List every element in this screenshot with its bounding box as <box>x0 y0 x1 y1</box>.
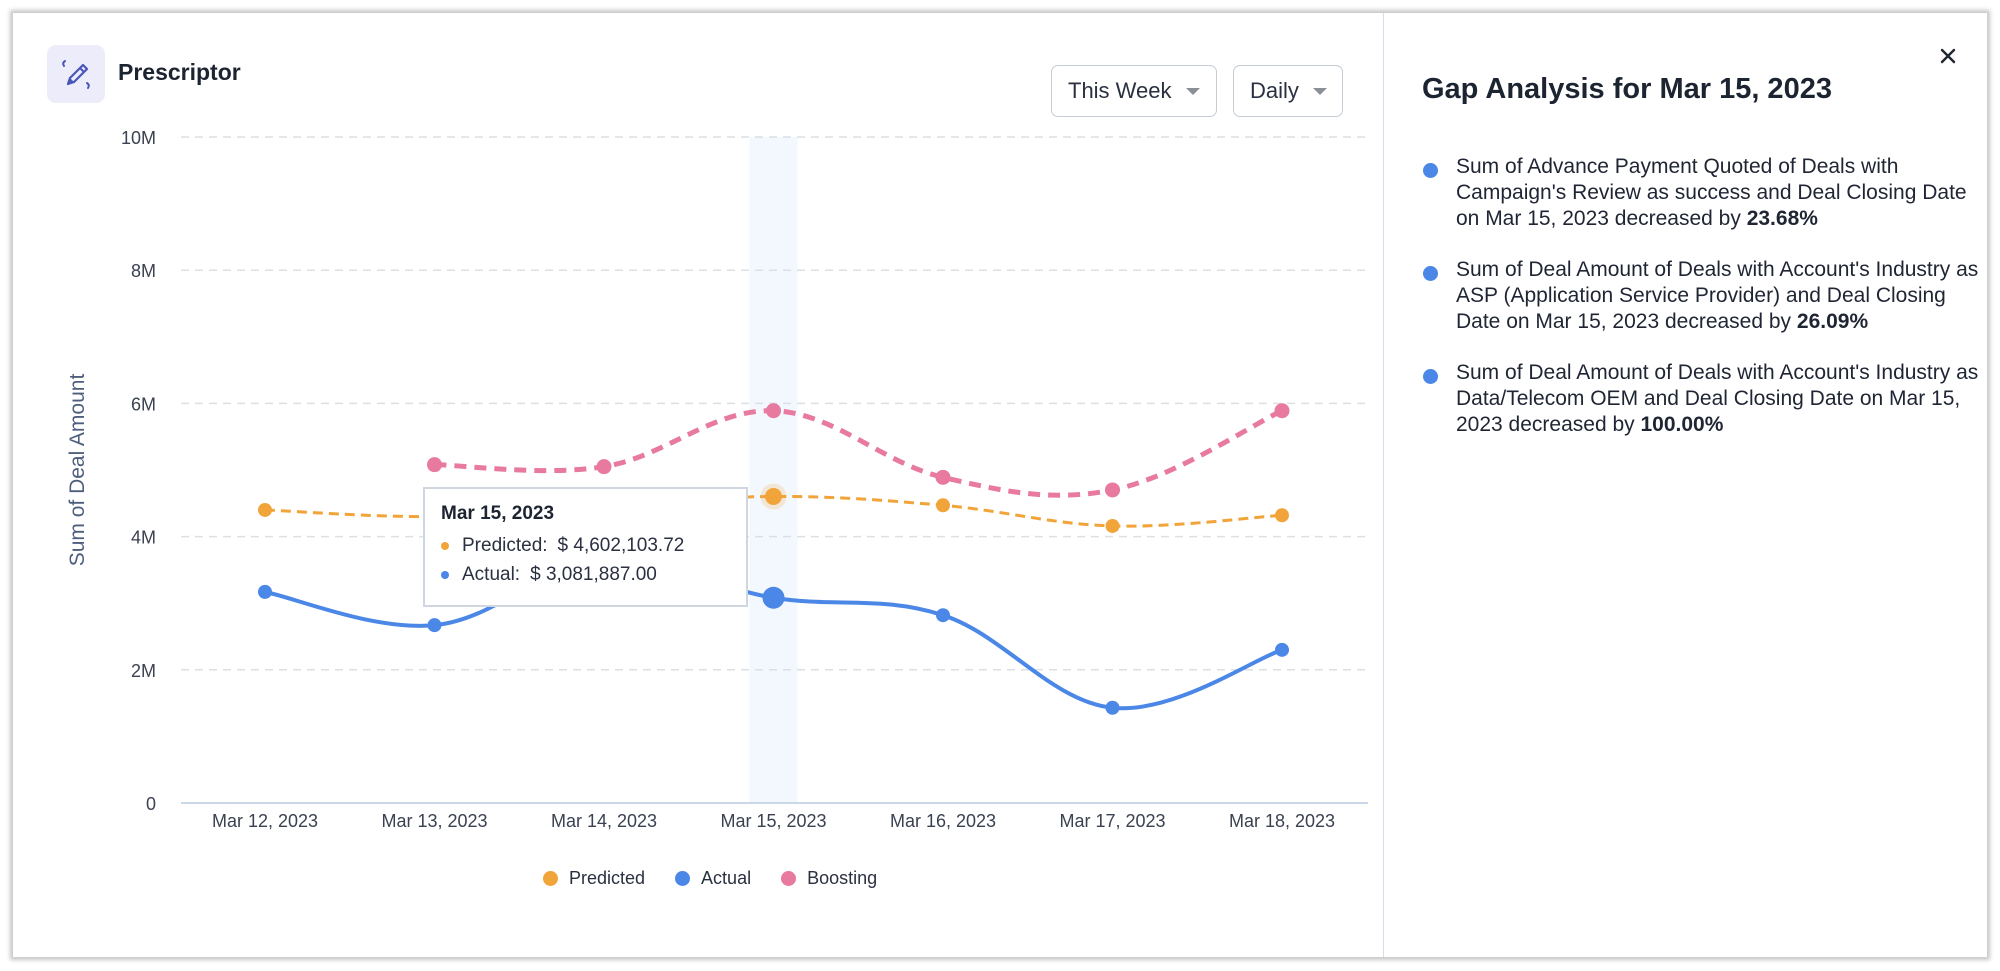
data-point-predicted[interactable] <box>1275 508 1289 523</box>
tooltip-value: $ 4,602,103.72 <box>557 534 685 556</box>
bullet-icon <box>1423 369 1438 384</box>
data-point-predicted[interactable] <box>1105 518 1120 533</box>
gap-analysis-list: Sum of Advance Payment Quoted of Deals w… <box>1423 154 1983 463</box>
tooltip-date: Mar 15, 2023 <box>441 503 555 524</box>
y-tick-label: 2M <box>131 661 156 681</box>
line-chart[interactable]: 0 2M 4M 6M 8M 10M Mar 12, 2023 Mar 13, 2023 Mar… <box>13 13 1383 957</box>
tooltip-row-predicted: Predicted: $ 4,602,103.72 <box>441 531 746 560</box>
data-point-actual[interactable] <box>427 618 442 633</box>
y-tick-label: 4M <box>131 528 156 548</box>
x-tick-label: Mar 17, 2023 <box>1059 811 1165 831</box>
x-tick-label: Mar 14, 2023 <box>551 811 657 831</box>
legend-dot-icon <box>675 871 691 886</box>
granularity-dropdown-value: Daily <box>1250 78 1299 103</box>
tooltip-label: Predicted: <box>462 534 548 556</box>
gap-item-value: 26.09% <box>1796 310 1869 333</box>
tooltip-row-actual: Actual: $ 3,081,887.00 <box>441 560 746 589</box>
data-point-boosting[interactable] <box>596 459 612 475</box>
x-tick-label: Mar 13, 2023 <box>381 811 487 831</box>
legend-dot-icon <box>543 871 558 886</box>
period-dropdown-value: This Week <box>1068 78 1172 103</box>
x-tick-label: Mar 16, 2023 <box>890 811 996 831</box>
gap-item-text: Sum of Deal Amount of Deals with Account… <box>1456 361 1979 436</box>
gap-analysis-title: Gap Analysis for Mar 15, 2023 <box>1422 73 1832 105</box>
gap-analysis-item: Sum of Deal Amount of Deals with Account… <box>1423 360 1983 438</box>
close-icon <box>1940 48 1956 64</box>
data-point-actual[interactable] <box>258 584 272 599</box>
y-tick-label: 10M <box>121 128 156 148</box>
series-line-boosting <box>434 408 1284 498</box>
bullet-icon <box>1423 266 1438 281</box>
gap-item-text: Sum of Advance Payment Quoted of Deals w… <box>1456 155 1967 230</box>
data-point-boosting[interactable] <box>1105 482 1120 498</box>
highlight-band <box>749 137 798 803</box>
data-point-actual[interactable] <box>1105 700 1120 715</box>
legend-label: Actual <box>701 868 752 888</box>
granularity-dropdown[interactable]: Daily <box>1233 65 1343 117</box>
actual-dot-icon <box>441 570 449 579</box>
chart-legend: Predicted Actual Boosting <box>543 868 907 889</box>
legend-dot-icon <box>781 871 797 886</box>
panel-divider <box>1383 13 1384 957</box>
data-point-boosting[interactable] <box>935 469 951 485</box>
gap-item-text: Sum of Deal Amount of Deals with Account… <box>1456 258 1979 333</box>
legend-item-predicted[interactable]: Predicted <box>543 868 645 889</box>
caret-down-icon <box>1185 87 1200 95</box>
data-point-predicted[interactable] <box>258 502 272 517</box>
close-button[interactable] <box>1933 41 1963 71</box>
y-axis-title: Sum of Deal Amount <box>66 374 89 567</box>
gap-item-value: 23.68% <box>1746 207 1818 230</box>
legend-item-actual[interactable]: Actual <box>675 868 751 889</box>
data-point-boosting[interactable] <box>427 457 442 473</box>
legend-label: Predicted <box>569 868 646 888</box>
y-tick-label: 8M <box>131 261 156 281</box>
data-point-actual[interactable] <box>762 586 785 609</box>
y-tick-label: 0 <box>146 794 156 814</box>
x-tick-label: Mar 18, 2023 <box>1229 811 1335 831</box>
data-point-boosting[interactable] <box>1274 403 1290 419</box>
period-dropdown[interactable]: This Week <box>1051 65 1217 117</box>
data-point-boosting[interactable] <box>766 403 781 419</box>
tooltip-value: $ 3,081,887.00 <box>530 563 657 585</box>
data-point-predicted[interactable] <box>936 498 950 513</box>
gap-analysis-item: Sum of Deal Amount of Deals with Account… <box>1423 257 1983 335</box>
y-tick-label: 6M <box>131 394 156 414</box>
chart-tooltip: Mar 15, 2023 Predicted: $ 4,602,103.72 A… <box>423 487 748 607</box>
app-title: Prescriptor <box>118 59 241 85</box>
bullet-icon <box>1423 163 1438 178</box>
predicted-dot-icon <box>441 541 449 550</box>
legend-label: Boosting <box>807 868 878 888</box>
tooltip-label: Actual: <box>462 563 521 585</box>
x-tick-label: Mar 12, 2023 <box>212 811 318 831</box>
legend-item-boosting[interactable]: Boosting <box>781 868 877 889</box>
caret-down-icon <box>1312 87 1327 95</box>
pencil-code-icon <box>47 45 105 103</box>
prescriptor-modal: Prescriptor This Week Daily 0 2M 4M 6M 8M 10M… <box>13 13 1987 957</box>
data-point-predicted[interactable] <box>765 487 782 505</box>
data-point-actual[interactable] <box>936 608 950 623</box>
data-point-actual[interactable] <box>1275 642 1289 657</box>
gap-item-value: 100.00% <box>1640 413 1724 436</box>
x-tick-label: Mar 15, 2023 <box>720 811 826 831</box>
gap-analysis-item: Sum of Advance Payment Quoted of Deals w… <box>1423 154 1983 232</box>
